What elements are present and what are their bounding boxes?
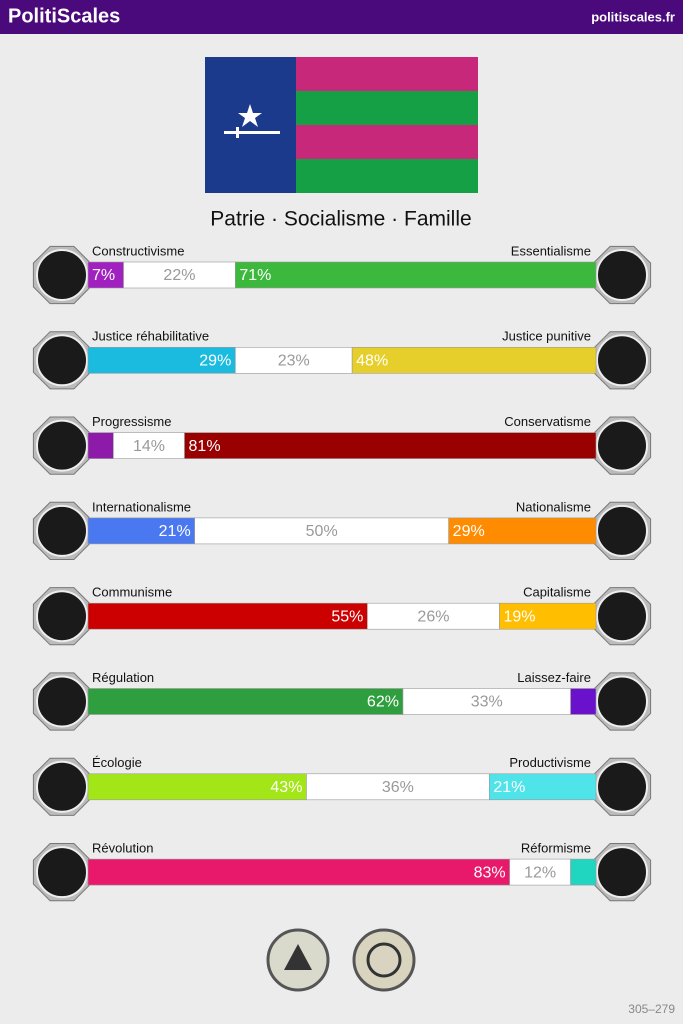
axis-icon-inner [596,846,648,899]
value-label: 22% [163,267,195,284]
value-label: 33% [471,694,503,711]
axis-icon-inner [596,675,648,728]
left-label: Régulation [92,670,154,685]
header-bar [0,0,683,34]
flag [205,57,478,193]
axis-icon-inner [36,590,88,643]
axis-icon-inner [36,504,88,557]
axis-icon-inner [596,419,648,472]
axis-icon-inner [596,334,648,387]
bar-segment [184,432,597,459]
bar-segment [87,688,404,715]
right-label: Capitalisme [523,585,591,600]
bar-segment [123,261,236,289]
value-label: 62% [367,694,399,711]
axis-icon-inner [36,846,88,899]
app-title[interactable]: PolitiScales [8,5,120,27]
bar-segment [235,346,353,374]
left-label: Justice réhabilitative [92,329,209,344]
bar-segment [87,432,114,459]
value-label: 43% [270,779,302,796]
bar-segment [87,858,510,886]
axis-icon-inner [596,504,648,557]
bar-segment [448,517,597,545]
value-label: 83% [474,864,506,881]
value-label: 7% [92,267,115,284]
badges [266,928,416,992]
right-label: Nationalisme [516,499,591,514]
value-label: 14% [133,438,165,455]
axis-icon-inner [596,249,648,301]
axis-icon-inner [36,334,88,387]
value-label: 21% [493,779,525,796]
right-label: Productivisme [509,755,591,770]
bar-segment [194,517,449,545]
value-label: 81% [189,438,221,455]
axis-icon-inner [36,419,88,472]
site-link[interactable]: politiscales.fr [591,9,675,24]
value-label: 50% [306,523,338,540]
bar-segment [306,773,490,801]
right-label: Essentialisme [511,243,591,258]
axes: Constructivisme Essentialisme 7% 22% 71% Just… [32,243,652,902]
bar-segment [351,346,597,374]
left-label: Écologie [92,755,142,770]
bar-segment [235,261,597,289]
value-label: 29% [453,523,485,540]
bar-segment [570,858,597,886]
left-label: Internationalisme [92,499,191,514]
value-label: 36% [382,779,414,796]
left-label: Constructivisme [92,243,184,258]
axis-icon-inner [36,249,88,301]
bar-segment [499,602,597,630]
slogan: Patrie · Socialisme · Famille [210,208,471,231]
bar-segment [367,602,500,630]
value-label: 29% [199,353,231,370]
left-label: Révolution [92,841,153,856]
axis-icon-inner [596,760,648,813]
right-label: Conservatisme [504,414,591,429]
value-label: 21% [159,523,191,540]
axis-icon-inner [36,675,88,728]
value-label: 12% [524,864,556,881]
value-label: 55% [331,608,363,625]
bar-segment [402,688,571,715]
value-label: 23% [278,353,310,370]
value-label: 71% [239,267,271,284]
left-label: Progressisme [92,414,171,429]
axis-icon-inner [36,760,88,813]
value-label: 48% [356,353,388,370]
axis-icon-inner [596,590,648,643]
value-label: 26% [417,608,449,625]
bar-segment [87,773,307,801]
left-label: Communisme [92,585,172,600]
bar-segment [87,346,236,374]
right-label: Laissez-faire [517,670,591,685]
right-label: Justice punitive [502,329,591,344]
footer-code: 305–279 [628,1002,675,1016]
bar-segment [489,773,597,801]
bar-segment [570,688,597,715]
bar-segment [87,261,124,289]
value-label: 19% [503,608,535,625]
right-label: Réformisme [521,841,591,856]
bar-segment [87,602,368,630]
